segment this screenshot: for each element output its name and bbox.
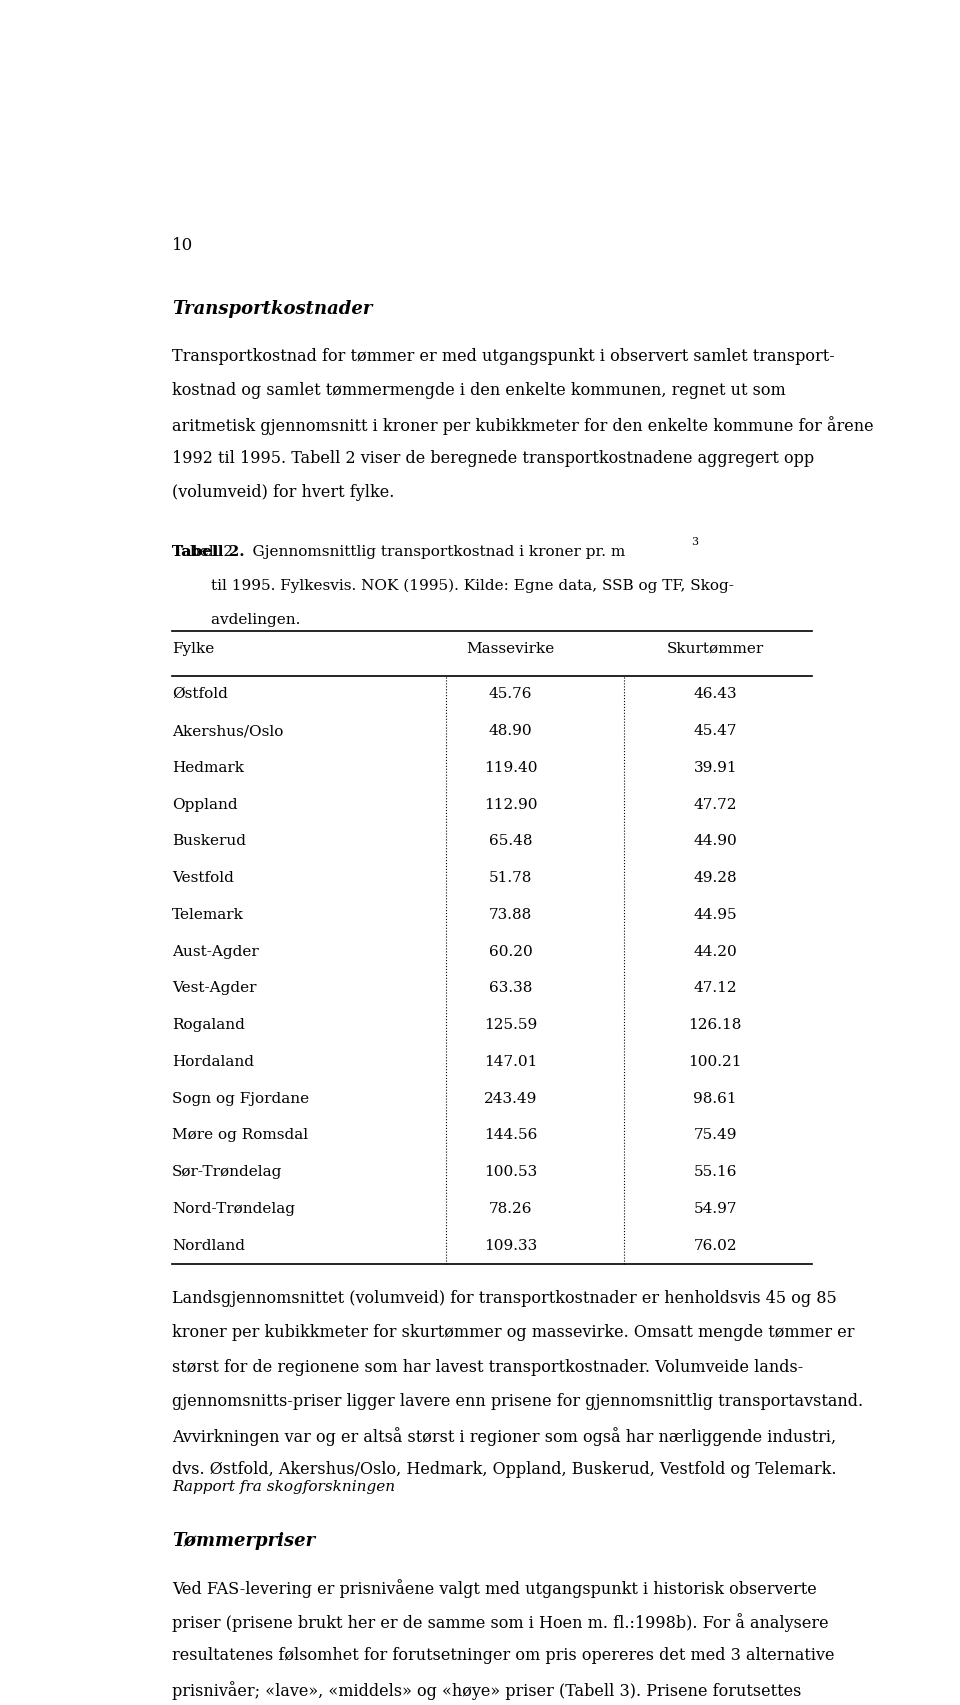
Text: 10: 10 xyxy=(172,237,193,254)
Text: Ved FAS-levering er prisnivåene valgt med utgangspunkt i historisk observerte: Ved FAS-levering er prisnivåene valgt me… xyxy=(172,1579,817,1598)
Text: Nord-Trøndelag: Nord-Trøndelag xyxy=(172,1202,295,1216)
Text: 49.28: 49.28 xyxy=(693,871,737,885)
Text: 51.78: 51.78 xyxy=(489,871,532,885)
Text: 45.76: 45.76 xyxy=(489,687,533,701)
Text: 44.95: 44.95 xyxy=(693,907,737,922)
Text: 144.56: 144.56 xyxy=(484,1129,538,1142)
Text: 65.48: 65.48 xyxy=(489,834,533,849)
Text: til 1995. Fylkesvis. NOK (1995). Kilde: Egne data, SSB og TF, Skog-: til 1995. Fylkesvis. NOK (1995). Kilde: … xyxy=(172,578,734,593)
Text: Landsgjennomsnittet (volumveid) for transportkostnader er henholdsvis 45 og 85: Landsgjennomsnittet (volumveid) for tran… xyxy=(172,1291,837,1308)
Text: 75.49: 75.49 xyxy=(693,1129,737,1142)
Text: Transportkostnad for tømmer er med utgangspunkt i observert samlet transport-: Transportkostnad for tømmer er med utgan… xyxy=(172,348,835,365)
Text: 100.21: 100.21 xyxy=(688,1055,742,1069)
Text: 112.90: 112.90 xyxy=(484,798,538,812)
Text: 54.97: 54.97 xyxy=(693,1202,737,1216)
Text: aritmetisk gjennomsnitt i kroner per kubikkmeter for den enkelte kommune for åre: aritmetisk gjennomsnitt i kroner per kub… xyxy=(172,416,874,435)
Text: Sogn og Fjordane: Sogn og Fjordane xyxy=(172,1091,309,1105)
Text: Sør-Trøndelag: Sør-Trøndelag xyxy=(172,1165,282,1180)
Text: avdelingen.: avdelingen. xyxy=(172,612,300,627)
Text: størst for de regionene som har lavest transportkostnader. Volumveide lands-: størst for de regionene som har lavest t… xyxy=(172,1359,804,1376)
Text: 3: 3 xyxy=(690,537,698,547)
Text: 46.43: 46.43 xyxy=(693,687,737,701)
Text: 126.18: 126.18 xyxy=(688,1018,742,1032)
Text: Nordland: Nordland xyxy=(172,1240,245,1253)
Text: 39.91: 39.91 xyxy=(693,760,737,774)
Text: Transportkostnader: Transportkostnader xyxy=(172,300,372,319)
Text: Tabell 2.: Tabell 2. xyxy=(172,544,245,559)
Text: dvs. Østfold, Akershus/Oslo, Hedmark, Oppland, Buskerud, Vestfold og Telemark.: dvs. Østfold, Akershus/Oslo, Hedmark, Op… xyxy=(172,1461,836,1478)
Text: Telemark: Telemark xyxy=(172,907,244,922)
Text: 98.61: 98.61 xyxy=(693,1091,737,1105)
Text: resultatenes følsomhet for forutsetninger om pris opereres det med 3 alternative: resultatenes følsomhet for forutsetninge… xyxy=(172,1647,834,1664)
Text: Buskerud: Buskerud xyxy=(172,834,246,849)
Text: 47.12: 47.12 xyxy=(693,982,737,996)
Text: 73.88: 73.88 xyxy=(489,907,532,922)
Text: kostnad og samlet tømmermengde i den enkelte kommunen, regnet ut som: kostnad og samlet tømmermengde i den enk… xyxy=(172,382,786,399)
Text: 100.53: 100.53 xyxy=(484,1165,538,1180)
Text: Fylke: Fylke xyxy=(172,641,214,656)
Text: Rogaland: Rogaland xyxy=(172,1018,245,1032)
Text: 60.20: 60.20 xyxy=(489,945,533,958)
Text: 45.47: 45.47 xyxy=(693,725,737,738)
Text: 76.02: 76.02 xyxy=(693,1240,737,1253)
Text: Østfold: Østfold xyxy=(172,687,228,701)
Text: Hordaland: Hordaland xyxy=(172,1055,254,1069)
Text: Avvirkningen var og er altså størst i regioner som også har nærliggende industri: Avvirkningen var og er altså størst i re… xyxy=(172,1427,836,1446)
Text: 48.90: 48.90 xyxy=(489,725,533,738)
Text: 78.26: 78.26 xyxy=(489,1202,533,1216)
Text: 125.59: 125.59 xyxy=(484,1018,538,1032)
Text: 55.16: 55.16 xyxy=(693,1165,737,1180)
Text: Tømmerpriser: Tømmerpriser xyxy=(172,1531,315,1550)
Text: 47.72: 47.72 xyxy=(693,798,737,812)
Text: Massevirke: Massevirke xyxy=(467,641,555,656)
Text: 44.90: 44.90 xyxy=(693,834,737,849)
Text: Akershus/Oslo: Akershus/Oslo xyxy=(172,725,283,738)
Text: Møre og Romsdal: Møre og Romsdal xyxy=(172,1129,308,1142)
Text: Tabell 2.   Gjennomsnittlig transportkostnad i kroner pr. m: Tabell 2. Gjennomsnittlig transportkostn… xyxy=(172,544,625,559)
Text: Aust-Agder: Aust-Agder xyxy=(172,945,259,958)
Text: kroner per kubikkmeter for skurtømmer og massevirke. Omsatt mengde tømmer er: kroner per kubikkmeter for skurtømmer og… xyxy=(172,1325,854,1342)
Text: 44.20: 44.20 xyxy=(693,945,737,958)
Text: 243.49: 243.49 xyxy=(484,1091,538,1105)
Text: Skurtømmer: Skurtømmer xyxy=(666,641,764,656)
Text: 147.01: 147.01 xyxy=(484,1055,538,1069)
Text: prisnivåer; «lave», «middels» og «høye» priser (Tabell 3). Prisene forutsettes: prisnivåer; «lave», «middels» og «høye» … xyxy=(172,1681,802,1700)
Text: 119.40: 119.40 xyxy=(484,760,538,774)
Text: gjennomsnitts­priser ligger lavere enn prisene for gjennomsnittlig transportavst: gjennomsnitts­priser ligger lavere enn p… xyxy=(172,1393,863,1410)
Text: Vestfold: Vestfold xyxy=(172,871,234,885)
Text: Oppland: Oppland xyxy=(172,798,238,812)
Text: 63.38: 63.38 xyxy=(489,982,532,996)
Text: priser (prisene brukt her er de samme som i Hoen m. fl.:1998b). For å analysere: priser (prisene brukt her er de samme so… xyxy=(172,1613,828,1632)
Text: Rapport fra skogforskningen: Rapport fra skogforskningen xyxy=(172,1480,396,1494)
Text: Vest-Agder: Vest-Agder xyxy=(172,982,256,996)
Text: Hedmark: Hedmark xyxy=(172,760,244,774)
Text: 109.33: 109.33 xyxy=(484,1240,538,1253)
Text: (volumveid) for hvert fylke.: (volumveid) for hvert fylke. xyxy=(172,484,395,501)
Text: 1992 til 1995. Tabell 2 viser de beregnede transportkostnadene aggregert opp: 1992 til 1995. Tabell 2 viser de beregne… xyxy=(172,450,814,467)
